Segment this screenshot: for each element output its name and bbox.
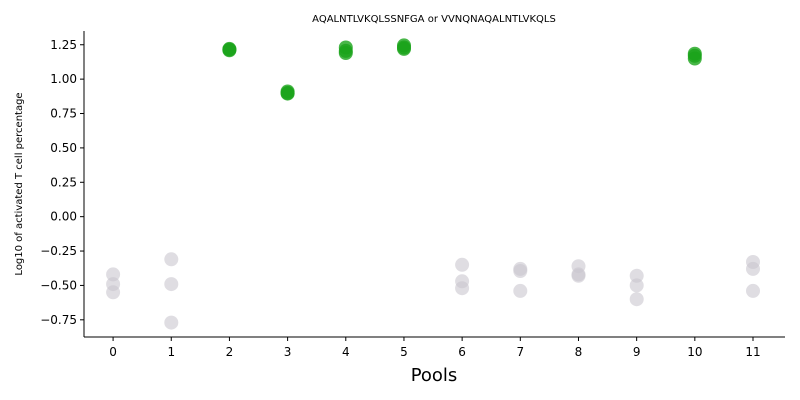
y-tick-label: 0.25 [50,175,77,189]
data-point [222,43,237,58]
data-point [164,277,179,292]
x-tick-label: 10 [687,345,702,359]
data-point [164,315,179,330]
x-tick-label: 11 [745,345,760,359]
y-tick-label: 0.75 [50,107,77,121]
data-point [746,283,760,298]
x-axis-ticks: 0 1 2 3 4 5 6 7 8 9 10 11 [109,337,761,359]
x-tick-label: 9 [633,345,641,359]
y-tick-label: 0.00 [50,210,77,224]
data-point [164,252,179,267]
data-point [571,268,586,283]
x-tick-label: 7 [516,345,524,359]
data-point [106,267,121,282]
x-axis-label: Pools [411,365,458,386]
data-point [106,285,121,300]
data-point [629,278,644,293]
data-point [280,86,295,101]
x-tick-label: 5 [400,345,408,359]
x-tick-label: 3 [284,345,292,359]
x-tick-label: 6 [458,345,466,359]
data-point [338,46,353,60]
y-tick-label: −0.50 [40,278,77,292]
y-tick-label: 1.25 [50,38,77,52]
data-point [629,292,644,307]
data-points [106,38,760,330]
x-tick-label: 1 [167,345,175,359]
y-axis-ticks: −0.75 −0.50 −0.25 0.00 0.25 0.50 0.75 1.00 1.25 [40,38,84,327]
y-tick-label: 1.00 [50,72,77,86]
y-tick-label: −0.75 [40,313,77,327]
y-tick-label: −0.25 [40,244,77,258]
x-tick-label: 2 [226,345,234,359]
data-point [629,268,644,283]
data-point [513,264,528,278]
x-tick-label: 8 [575,345,583,359]
data-point [746,261,760,276]
data-point [455,281,470,296]
x-tick-label: 4 [342,345,350,359]
data-point [687,51,702,66]
chart-title: AQALNTLVKQLSSNFGA or VVNQNAQALNTLVKQLS [312,14,556,25]
data-point [397,41,411,56]
data-point [455,257,470,272]
x-tick-label: 0 [109,345,117,359]
y-axis-label: Log10 of activated T cell percentage [14,92,25,275]
y-tick-label: 0.50 [50,141,77,155]
data-point [513,283,528,298]
